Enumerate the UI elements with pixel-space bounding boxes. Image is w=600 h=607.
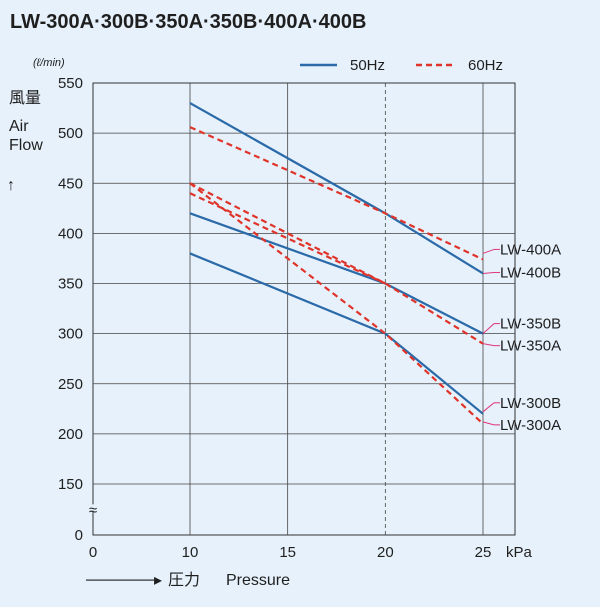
x-tick-label: 10	[182, 544, 199, 561]
x-tick-label: 25	[475, 544, 492, 561]
chart-title: LW-300A·300B·350A·350B·400A·400B	[10, 11, 366, 33]
series-line-lw-300a	[189, 182, 484, 425]
series-end-label: LW-400B	[500, 264, 561, 281]
plot-frame	[92, 82, 516, 536]
legend-label-50hz: 50Hz	[350, 57, 385, 74]
y-tick-label: 450	[58, 175, 83, 192]
y-tick-label-zero: 0	[75, 527, 83, 544]
x-label-ja: 圧力	[168, 571, 200, 589]
series-end-label: LW-300B	[500, 395, 561, 412]
series-end-label: LW-350B	[500, 316, 561, 333]
y-axis-break: ≈	[89, 502, 97, 519]
label-leader	[482, 343, 495, 347]
y-tick-label: 500	[58, 125, 83, 142]
y-unit-label: (ℓ/min)	[33, 57, 65, 69]
series-line-lw-400b	[189, 102, 484, 275]
label-leader	[482, 248, 495, 254]
series-end-label: LW-400A	[500, 241, 561, 258]
legend: 50Hz 60Hz	[300, 57, 503, 74]
y-label-ja: 風量	[9, 90, 41, 107]
y-tick-label: 300	[58, 326, 83, 343]
label-leader	[482, 271, 495, 274]
y-label-en-1: Air	[9, 118, 29, 135]
label-leader	[482, 323, 495, 334]
series-group	[189, 102, 484, 425]
x-unit-label: kPa	[506, 544, 533, 561]
y-tick-label: 350	[58, 276, 83, 293]
y-label-en-2: Flow	[9, 137, 43, 154]
y-tick-label: 200	[58, 426, 83, 443]
x-label-arrow: ──────▸	[85, 572, 162, 589]
series-end-label: LW-350A	[500, 338, 561, 355]
x-label-en: Pressure	[226, 572, 290, 589]
label-leader	[482, 421, 495, 426]
y-arrow: ↑	[7, 177, 15, 194]
series-end-label: LW-300A	[500, 417, 561, 434]
end-labels-group: LW-400A LW-400B LW-350B LW-350A LW-300B LW-30…	[482, 241, 561, 434]
x-tick-label: 0	[89, 544, 97, 561]
y-tick-label: 150	[58, 476, 83, 493]
series-line-lw-350a	[189, 182, 484, 345]
ticks-group: 150 200 250 300 350 400 450 500 550 0 ≈0 10 15 20 25	[58, 75, 491, 561]
label-leader	[482, 402, 495, 413]
y-tick-label: 550	[58, 75, 83, 92]
grid	[84, 82, 516, 536]
x-tick-label: 15	[279, 544, 296, 561]
x-tick-label: 20	[377, 544, 394, 561]
y-tick-label: 400	[58, 225, 83, 242]
y-tick-label: 250	[58, 376, 83, 393]
axis-break-gap	[84, 502, 102, 513]
series-line-lw-400a	[189, 126, 484, 261]
legend-label-60hz: 60Hz	[468, 57, 503, 74]
series-line-lw-300b	[189, 252, 484, 415]
